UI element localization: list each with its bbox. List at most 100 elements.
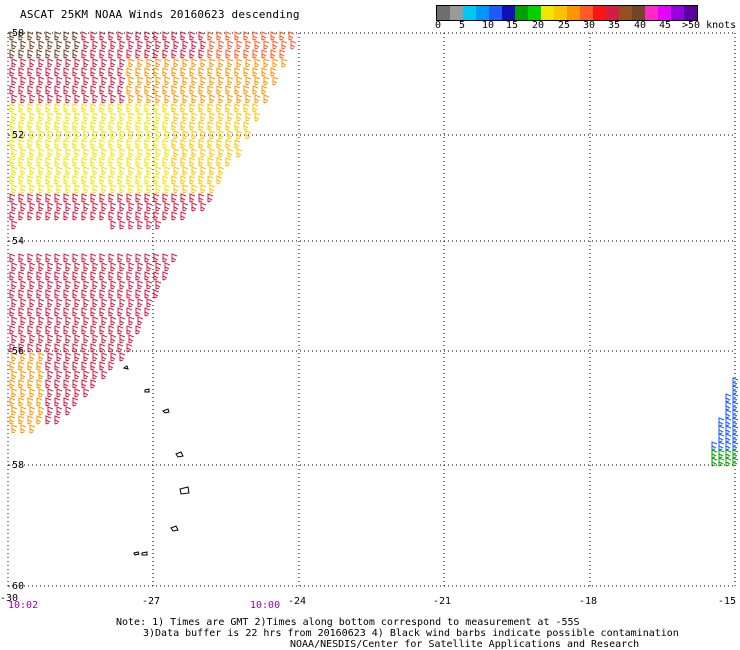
wind-barb	[254, 94, 261, 104]
wind-barb	[234, 139, 241, 149]
wind-barb	[711, 457, 718, 467]
wind-barb	[20, 280, 27, 290]
wind-barb	[45, 415, 52, 425]
wind-barb	[180, 193, 187, 203]
wind-barb	[9, 253, 16, 263]
wind-barb	[38, 352, 45, 362]
wind-barb	[45, 67, 52, 77]
wind-barb	[153, 49, 160, 59]
wind-barb	[20, 388, 27, 398]
wind-barb	[29, 316, 36, 326]
wind-barb	[209, 148, 216, 158]
wind-barb	[81, 67, 88, 77]
wind-barb	[725, 393, 732, 403]
wind-barb	[218, 130, 225, 140]
wind-barb	[11, 166, 18, 176]
colorbar-swatch	[580, 6, 593, 20]
wind-barb	[63, 271, 70, 281]
wind-barb	[90, 139, 97, 149]
wind-barb	[146, 184, 153, 194]
wind-barb	[191, 58, 198, 68]
wind-barb	[20, 58, 27, 68]
wind-barb	[45, 361, 52, 371]
wind-barb	[54, 139, 61, 149]
wind-barb	[47, 58, 54, 68]
wind-barb	[234, 49, 241, 59]
wind-barb	[74, 316, 81, 326]
wind-barb	[90, 67, 97, 77]
wind-barb	[90, 253, 97, 263]
lon-label: -24	[288, 596, 306, 607]
wind-barb	[171, 103, 178, 113]
wind-barb	[36, 379, 43, 389]
wind-barb	[9, 193, 16, 203]
wind-barb	[54, 325, 61, 335]
wind-barb	[162, 85, 169, 95]
wind-barb	[173, 112, 180, 122]
wind-barb	[126, 253, 133, 263]
wind-barb	[72, 307, 79, 317]
wind-barb	[74, 262, 81, 272]
wind-barb	[191, 148, 198, 158]
wind-barb	[207, 139, 214, 149]
wind-barb	[119, 148, 126, 158]
wind-barb	[83, 184, 90, 194]
wind-barb	[146, 40, 153, 50]
wind-barb	[45, 379, 52, 389]
wind-barb	[153, 31, 160, 41]
wind-barb	[18, 307, 25, 317]
wind-barb	[182, 166, 189, 176]
wind-barb	[92, 130, 99, 140]
wind-barb	[27, 49, 34, 59]
wind-barb	[225, 121, 232, 131]
wind-barb	[180, 211, 187, 221]
wind-barb	[155, 202, 162, 212]
wind-barb	[153, 139, 160, 149]
wind-barb	[72, 67, 79, 77]
wind-barb	[117, 157, 124, 167]
wind-barb	[725, 449, 732, 459]
wind-barb	[207, 121, 214, 131]
wind-barb	[236, 130, 243, 140]
wind-barb	[137, 298, 144, 308]
wind-barb	[101, 202, 108, 212]
wind-barb	[72, 157, 79, 167]
wind-barb	[54, 157, 61, 167]
wind-barb	[227, 40, 234, 50]
wind-barb	[92, 352, 99, 362]
wind-barb	[144, 67, 151, 77]
wind-speed-colorbar	[436, 5, 698, 21]
wind-barb	[74, 184, 81, 194]
wind-barb	[108, 211, 115, 221]
colorbar-label: 10	[481, 20, 495, 31]
wind-barb	[92, 40, 99, 50]
footnote-line: NOAA/NESDIS/Center for Satellite Applica…	[290, 639, 640, 650]
wind-barb	[164, 166, 171, 176]
wind-barb	[18, 175, 25, 185]
wind-barb	[11, 130, 18, 140]
wind-barb	[81, 289, 88, 299]
wind-barb	[162, 103, 169, 113]
wind-barb	[200, 76, 207, 86]
wind-barb	[243, 103, 250, 113]
wind-barb	[36, 49, 43, 59]
wind-barb	[126, 271, 133, 281]
wind-barb	[36, 193, 43, 203]
wind-barb	[110, 334, 117, 344]
wind-barb	[83, 388, 90, 398]
wind-barb	[36, 103, 43, 113]
wind-barb	[200, 94, 207, 104]
lat-label: -52	[6, 130, 24, 141]
wind-barb	[65, 370, 72, 380]
wind-barb	[173, 166, 180, 176]
wind-barb	[54, 397, 61, 407]
wind-barb	[171, 253, 178, 263]
wind-barb	[110, 40, 117, 50]
wind-barb	[725, 409, 732, 419]
wind-barb	[164, 112, 171, 122]
wind-barb	[144, 271, 151, 281]
wind-barb	[173, 184, 180, 194]
wind-barb	[74, 94, 81, 104]
wind-barb	[252, 103, 259, 113]
wind-barb	[72, 85, 79, 95]
